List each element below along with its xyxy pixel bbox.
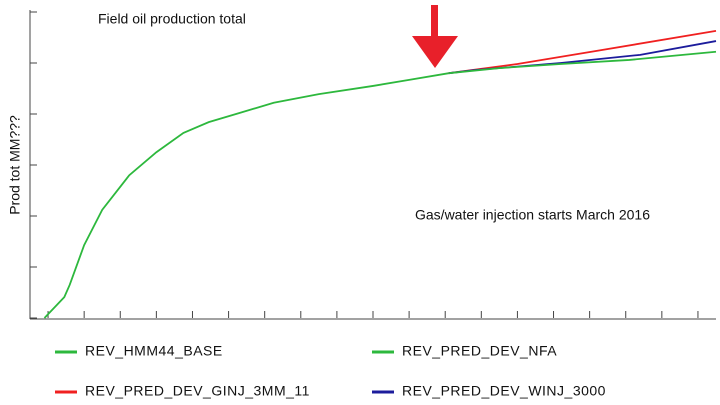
series-line	[43, 72, 449, 319]
arrow	[412, 5, 458, 68]
annotation: Gas/water injection starts March 2016	[415, 207, 650, 223]
legend-label: REV_HMM44_BASE	[85, 343, 223, 359]
series-line	[448, 29, 717, 75]
legend-label: REV_PRED_DEV_GINJ_3MM_11	[85, 383, 310, 399]
legend-label: REV_PRED_DEV_NFA	[402, 343, 557, 359]
legend-label: REV_PRED_DEV_WINJ_3000	[402, 383, 606, 399]
series-line	[448, 50, 717, 75]
chart-title: Field oil production total	[98, 11, 246, 27]
y-axis-label: Prod tot MM???	[7, 115, 23, 215]
